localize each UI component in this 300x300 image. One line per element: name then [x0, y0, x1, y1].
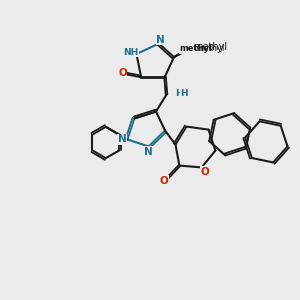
Text: O: O — [118, 68, 127, 79]
Text: N: N — [118, 134, 127, 145]
Text: N: N — [144, 147, 153, 157]
Text: methyl: methyl — [195, 44, 224, 53]
Text: H: H — [175, 88, 183, 98]
Text: O: O — [200, 167, 209, 177]
Text: O: O — [159, 176, 168, 186]
Text: N: N — [156, 35, 165, 45]
Text: H: H — [180, 88, 188, 98]
Text: NH: NH — [123, 48, 138, 57]
Text: methyl: methyl — [194, 41, 228, 52]
Text: methyl: methyl — [180, 44, 213, 53]
